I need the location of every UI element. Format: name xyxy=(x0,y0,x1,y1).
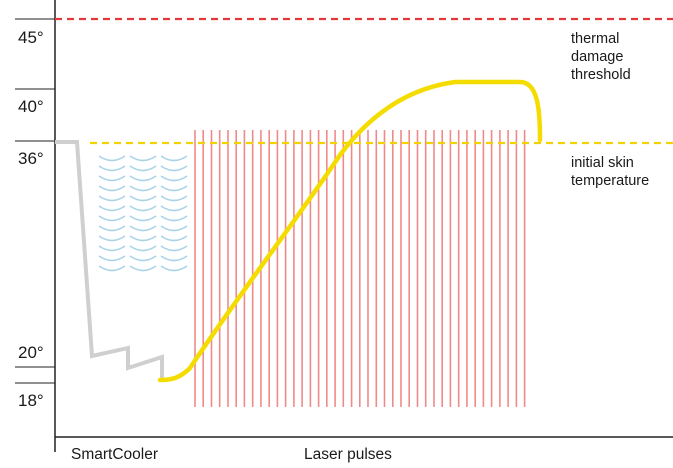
cooling-wave-icon xyxy=(161,216,187,221)
cooling-wave-icon xyxy=(161,266,187,271)
cooling-wave-icon xyxy=(99,236,125,241)
cooling-wave-icon xyxy=(130,236,156,241)
cooling-wave-icon xyxy=(161,226,187,231)
cooling-wave-icon xyxy=(99,196,125,201)
threshold-note-line2: damage xyxy=(571,49,623,65)
cooling-wave-icon xyxy=(161,176,187,181)
threshold-annotation: thermal damage threshold xyxy=(571,31,631,83)
cooling-wave-icon xyxy=(99,256,125,261)
cooling-wave-icon xyxy=(99,216,125,221)
y-tick-lines xyxy=(15,19,55,383)
y-label-20: 20° xyxy=(18,343,44,362)
cooling-wave-icon xyxy=(161,186,187,191)
cooling-wave-icon xyxy=(99,176,125,181)
cooling-wave-icon xyxy=(161,236,187,241)
cooling-wave-icon xyxy=(130,216,156,221)
cooling-wave-icon xyxy=(130,206,156,211)
cooling-wave-icon xyxy=(130,256,156,261)
y-label-45: 45° xyxy=(18,28,44,47)
cooling-wave-icon xyxy=(130,196,156,201)
cooling-wave-icon xyxy=(99,226,125,231)
cooling-wave-icon xyxy=(130,186,156,191)
cooling-wave-icon xyxy=(161,156,187,161)
initial-note-line1: initial skin xyxy=(571,155,634,171)
x-label-laser-pulses: Laser pulses xyxy=(304,446,392,463)
cooling-wave-icon xyxy=(130,246,156,251)
cooling-wave-icon xyxy=(99,186,125,191)
cooling-wave-icon xyxy=(130,226,156,231)
cooling-wave-icon xyxy=(99,156,125,161)
cooling-wave-icon xyxy=(99,246,125,251)
threshold-note-line3: threshold xyxy=(571,67,631,83)
y-label-40: 40° xyxy=(18,97,44,116)
cooling-wave-icon xyxy=(99,266,125,271)
y-label-36: 36° xyxy=(18,149,44,168)
cooling-waves xyxy=(99,156,187,271)
cooling-wave-icon xyxy=(130,166,156,171)
x-label-smartcooler: SmartCooler xyxy=(71,446,158,463)
cooling-wave-icon xyxy=(161,246,187,251)
y-label-18: 18° xyxy=(18,391,44,410)
cooling-wave-icon xyxy=(99,166,125,171)
cooling-wave-icon xyxy=(161,206,187,211)
laser-pulses xyxy=(195,130,525,407)
cooling-wave-icon xyxy=(161,196,187,201)
cooling-wave-icon xyxy=(130,176,156,181)
cooling-wave-icon xyxy=(161,166,187,171)
cooling-wave-icon xyxy=(130,156,156,161)
cooling-wave-icon xyxy=(99,206,125,211)
initial-note-line2: temperature xyxy=(571,173,649,189)
cooling-wave-icon xyxy=(130,266,156,271)
threshold-note-line1: thermal xyxy=(571,31,619,47)
initial-temp-annotation: initial skin temperature xyxy=(571,155,649,189)
cooling-wave-icon xyxy=(161,256,187,261)
